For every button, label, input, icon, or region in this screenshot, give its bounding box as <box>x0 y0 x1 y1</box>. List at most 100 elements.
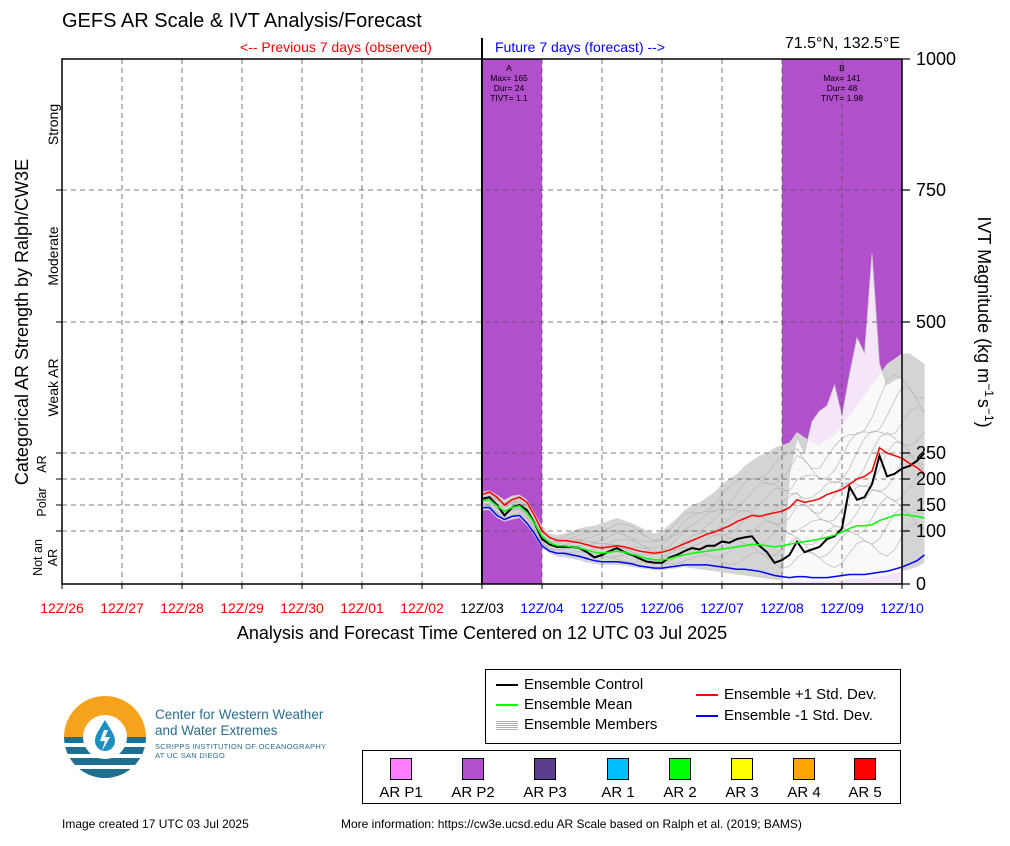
ar-4-swatch <box>793 758 815 780</box>
band-label-not-an-ar: Not an <box>31 539 45 576</box>
category-ar-4: AR 4 <box>774 758 834 801</box>
category-ar-3: AR 3 <box>712 758 772 801</box>
ar-event-a-annotation: Max= 165 <box>490 73 528 83</box>
category-ar-2: AR 2 <box>650 758 710 801</box>
x-tick-label: 12Z/10 <box>880 600 924 616</box>
x-tick-label: 12Z/06 <box>640 600 684 616</box>
ar-1-label: AR 1 <box>601 784 635 801</box>
x-tick-label: 12Z/27 <box>100 600 144 616</box>
ar-event-a-annotation: TIVT= 1.1 <box>490 93 528 103</box>
ar-p2-swatch <box>462 758 484 780</box>
ar-p3-label: AR P3 <box>523 784 567 801</box>
band-label-moderate: Moderate <box>45 226 61 285</box>
band-label-polar-ar: AR <box>35 455 49 472</box>
ar-2-swatch <box>669 758 691 780</box>
ar-p2-label: AR P2 <box>451 784 495 801</box>
legend-mean-label: Ensemble Mean <box>524 696 633 713</box>
control-line-swatch <box>496 684 518 687</box>
legend-control-label: Ensemble Control <box>524 676 644 693</box>
ensemble-legend: Ensemble Control Ensemble Mean Ensemble … <box>485 669 901 744</box>
y-tick-label-right: 1000 <box>916 49 956 69</box>
band-label-strong: Strong <box>45 104 61 145</box>
ar-event-b-annotation: Max= 141 <box>823 73 861 83</box>
logo-line2: and Water Extremes <box>155 723 278 738</box>
x-tick-label: 12Z/26 <box>40 600 84 616</box>
mean-line-swatch <box>496 704 518 707</box>
legend-minus-label: Ensemble -1 Std. Dev. <box>724 707 873 724</box>
x-tick-label: 12Z/05 <box>580 600 624 616</box>
category-ar-1: AR 1 <box>588 758 648 801</box>
x-tick-label: 12Z/04 <box>520 600 564 616</box>
x-tick-label: 12Z/09 <box>820 600 864 616</box>
y-axis-label-left: Categorical AR Strength by Ralph/CW3E <box>12 159 32 485</box>
x-tick-label: 12Z/03 <box>460 600 504 616</box>
category-ar-p3: AR P3 <box>515 758 575 801</box>
cw3e-logo-icon <box>64 696 146 778</box>
y-tick-label-right: 0 <box>916 574 926 594</box>
legend-minus: Ensemble -1 Std. Dev. <box>696 707 873 724</box>
legend-plus-label: Ensemble +1 Std. Dev. <box>724 686 877 703</box>
logo-org-name: Center for Western Weather and Water Extr… <box>155 707 323 739</box>
ar-4-label: AR 4 <box>787 784 821 801</box>
ensemble-member-line <box>481 374 925 541</box>
x-tick-label: 12Z/08 <box>760 600 804 616</box>
y-axis-label-right: IVT Magnitude (kg m−1s−1) <box>974 216 996 427</box>
ar-event-b-annotation: B <box>839 63 845 73</box>
image-created-note: Image created 17 UTC 03 Jul 2025 <box>62 817 249 831</box>
y-tick-label-right: 750 <box>916 180 946 200</box>
ar-event-b-annotation: Dur= 48 <box>827 83 858 93</box>
band-label-not-an-ar: AR <box>46 549 60 566</box>
ar-3-label: AR 3 <box>725 784 759 801</box>
ar-category-legend: AR P1 AR P2 AR P3 AR 1 AR 2 AR 3 AR 4 AR… <box>362 750 901 804</box>
x-tick-label: 12Z/01 <box>340 600 384 616</box>
ar-event-b-annotation: TIVT= 1.98 <box>821 93 864 103</box>
ar-p1-swatch <box>390 758 412 780</box>
legend-members: Ensemble Members <box>496 716 657 733</box>
legend-members-label: Ensemble Members <box>524 716 658 733</box>
series-ensemble-1-std-dev- <box>482 506 925 579</box>
logo-institution: SCRIPPS INSTITUTION OF OCEANOGRAPHY AT UC… <box>155 742 326 760</box>
category-ar-p1: AR P1 <box>371 758 431 801</box>
legend-plus: Ensemble +1 Std. Dev. <box>696 686 877 703</box>
minus-line-swatch <box>696 715 718 718</box>
logo-line1: Center for Western Weather <box>155 707 324 722</box>
ar-5-swatch <box>854 758 876 780</box>
more-info-note: More information: https://cw3e.ucsd.edu … <box>341 817 802 831</box>
y-tick-label-right: 250 <box>916 443 946 463</box>
legend-control: Ensemble Control <box>496 676 643 693</box>
previous-days-label: <-- Previous 7 days (observed) <box>240 39 432 55</box>
ar-1-swatch <box>607 758 629 780</box>
category-ar-p2: AR P2 <box>443 758 503 801</box>
series-ensemble-mean <box>481 499 925 561</box>
logo-line4: AT UC SAN DIEGO <box>155 751 226 760</box>
chart-title: GEFS AR Scale & IVT Analysis/Forecast <box>62 10 422 32</box>
future-days-label: Future 7 days (forecast) --> <box>495 39 666 55</box>
x-tick-label: 12Z/30 <box>280 600 324 616</box>
ar-event-a-annotation: A <box>506 63 512 73</box>
plus-line-swatch <box>696 694 718 697</box>
band-label-weak-ar: Weak AR <box>45 358 61 416</box>
x-tick-label: 12Z/02 <box>400 600 444 616</box>
y-tick-label-right: 500 <box>916 312 946 332</box>
y-tick-label-right: 100 <box>916 521 946 541</box>
series-ensemble-1-std-dev- <box>481 446 925 555</box>
band-label-polar-ar: Polar <box>35 487 49 516</box>
x-tick-label: 12Z/28 <box>160 600 204 616</box>
members-line-swatch <box>496 720 518 731</box>
ar-2-label: AR 2 <box>663 784 697 801</box>
x-tick-label: 12Z/07 <box>700 600 744 616</box>
y-tick-label-right: 150 <box>916 495 946 515</box>
x-tick-label: 12Z/29 <box>220 600 264 616</box>
logo-line3: SCRIPPS INSTITUTION OF OCEANOGRAPHY <box>155 742 327 751</box>
category-ar-5: AR 5 <box>835 758 895 801</box>
ar-3-swatch <box>731 758 753 780</box>
ar-5-label: AR 5 <box>848 784 882 801</box>
series-ensemble-control <box>481 452 926 564</box>
ar-event-a-annotation: Dur= 24 <box>494 83 525 93</box>
y-tick-label-right: 200 <box>916 469 946 489</box>
location-coordinates: 71.5°N, 132.5°E <box>784 35 900 52</box>
legend-mean: Ensemble Mean <box>496 696 632 713</box>
x-axis-label: Analysis and Forecast Time Centered on 1… <box>236 623 728 643</box>
ar-p3-swatch <box>534 758 556 780</box>
